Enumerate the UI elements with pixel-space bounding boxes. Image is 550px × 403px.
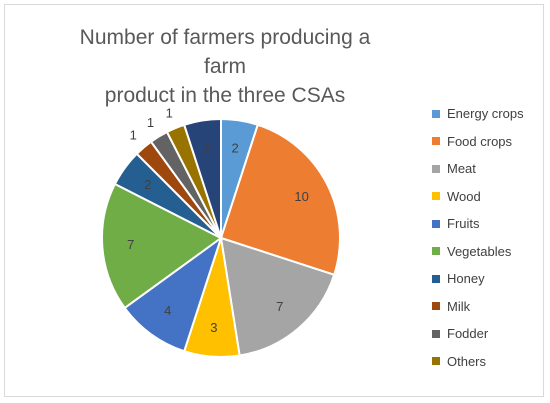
pie-data-label: 7: [276, 299, 283, 314]
legend-entry: Others: [432, 348, 542, 376]
pie-slice-food-crops: [219, 123, 341, 277]
chart-title-line-2: product in the three CSAs: [104, 84, 346, 107]
pie-data-label: 1: [166, 105, 173, 120]
legend-label: Honey: [447, 271, 485, 287]
legend-label: Wood: [447, 188, 481, 204]
legend-entry: Energy crops: [432, 100, 542, 128]
pie-data-label: 2: [203, 141, 210, 156]
legend-label: Meat: [447, 161, 476, 177]
legend-label: Fodder: [447, 326, 489, 342]
legend-entry: Food crops: [432, 128, 542, 156]
legend-label: Milk: [447, 298, 471, 314]
pie-slice-meat: [219, 236, 336, 357]
pie-data-label: 1: [147, 115, 154, 130]
legend-entry: Vegetables: [432, 238, 542, 266]
pie-data-label: 7: [127, 237, 134, 252]
pie-data-label: 2: [231, 141, 238, 156]
chart-legend: Energy crops Food crops Meat Wood Fruits Vege…: [432, 100, 542, 375]
chart-title: Number of farmers producing a farm produ…: [65, 23, 385, 110]
legend-entry: Wood: [432, 183, 542, 211]
legend-entry: Honey: [432, 265, 542, 293]
legend-swatch: [432, 192, 440, 201]
legend-swatch: [432, 109, 440, 118]
legend-swatch: [432, 247, 440, 256]
pie-slice-fruits: [123, 235, 223, 353]
legend-label: Food crops: [447, 133, 513, 149]
legend-entry: Meat: [432, 155, 542, 183]
legend-label: Vegetables: [447, 243, 512, 259]
legend-swatch: [432, 357, 440, 366]
legend-entry: Fruits: [432, 210, 542, 238]
pie-slice-unlabeled: [182, 117, 222, 239]
pie-slice-vegetables: [101, 182, 223, 310]
legend-label: Energy crops: [447, 106, 524, 122]
legend-label: Fruits: [447, 216, 480, 232]
legend-swatch: [432, 137, 440, 146]
legend-entry: Milk: [432, 293, 542, 321]
legend-swatch: [432, 164, 440, 173]
legend-swatch: [432, 302, 440, 311]
pie-data-label: 1: [130, 127, 137, 142]
chart-title-line-1: Number of farmers producing a farm: [79, 26, 371, 78]
pie-data-label: 3: [210, 320, 217, 335]
legend-swatch: [432, 219, 440, 228]
pie-data-label: 2: [144, 177, 151, 192]
pie-data-label: 10: [294, 189, 308, 204]
legend-label: Others: [447, 353, 487, 369]
legend-swatch: [432, 274, 440, 283]
legend-entry: Fodder: [432, 320, 542, 348]
pie-data-label: 4: [164, 303, 171, 318]
legend-swatch: [432, 329, 440, 338]
